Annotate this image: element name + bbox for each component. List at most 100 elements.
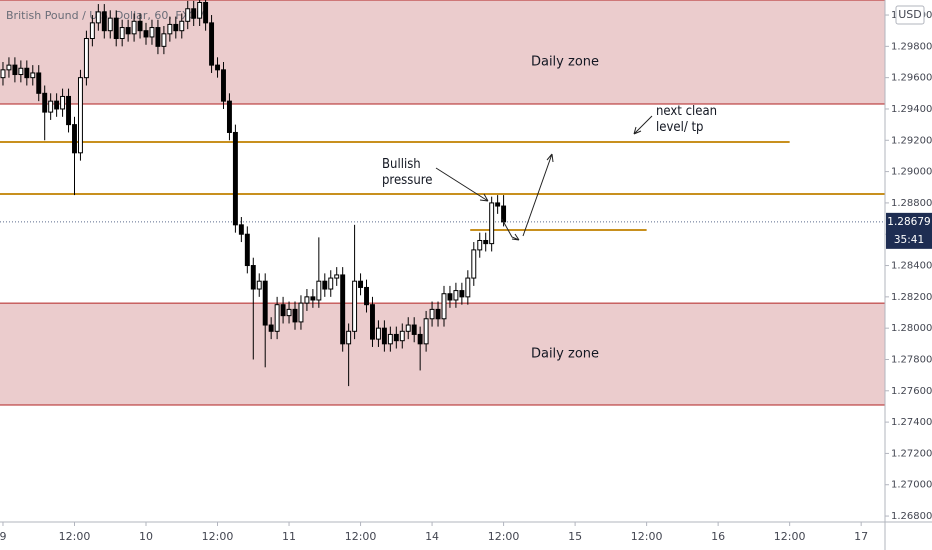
candle-body	[12, 64, 18, 76]
candle-body	[459, 290, 465, 298]
x-tick-label: 15	[568, 530, 582, 543]
candle-body	[155, 27, 161, 47]
candle-body	[24, 67, 30, 79]
candle-body	[423, 318, 429, 345]
levels	[0, 141, 885, 231]
candle-body	[429, 308, 435, 320]
candle-body	[364, 286, 369, 306]
arrow	[435, 167, 489, 202]
price-axis-bg	[885, 0, 932, 550]
candle-body	[328, 277, 334, 290]
candle-body	[221, 69, 226, 102]
candle-body	[113, 17, 119, 40]
candle-body	[95, 11, 101, 24]
candle-body	[405, 324, 411, 332]
candle-body	[286, 308, 292, 317]
x-tick-label: 16	[711, 530, 725, 543]
y-tick-label: 1.29200	[891, 135, 932, 146]
candle-body	[399, 330, 405, 342]
annotations: next clean level/ tp Bullish pressure	[382, 104, 717, 241]
candle-body	[477, 239, 483, 251]
candle-body	[72, 124, 77, 154]
candle-body	[316, 280, 322, 301]
annotation: next clean level/ tp	[656, 104, 717, 135]
candle-body	[48, 100, 54, 113]
candle-body	[77, 77, 83, 154]
candle-body	[262, 280, 268, 326]
candle-body	[101, 11, 107, 32]
candle-body	[6, 64, 12, 71]
y-tick-label: 1.27000	[891, 480, 932, 491]
candle-body	[179, 20, 185, 32]
candle-body	[244, 233, 250, 267]
countdown: 35:41	[894, 234, 924, 246]
candle-body	[203, 2, 209, 24]
candle-body	[292, 308, 298, 323]
y-tick-label: 1.27400	[891, 417, 932, 428]
candle-body	[268, 324, 274, 332]
annotation-line: pressure	[382, 173, 432, 188]
candle-body	[131, 20, 137, 35]
candle-body	[471, 249, 477, 279]
candle-body	[483, 239, 489, 245]
zone	[0, 0, 885, 104]
candle-body	[340, 274, 346, 345]
candle-body	[107, 17, 113, 32]
candle-body	[352, 280, 358, 332]
candle-body	[197, 2, 203, 19]
x-tick-label: 12:00	[774, 530, 806, 543]
x-tick-label: 12:00	[631, 530, 663, 543]
candle-body	[447, 293, 453, 301]
x-tick-label: 17	[854, 530, 868, 543]
y-tick-label: 1.28800	[891, 198, 932, 209]
candle-body	[83, 38, 89, 79]
candle-body	[411, 324, 417, 335]
candle-body	[185, 8, 191, 22]
last-price-label: 1.28679	[887, 216, 930, 228]
candle-body	[209, 22, 215, 66]
time-axis-bg	[0, 522, 932, 550]
candle-body	[280, 304, 286, 317]
candle-body	[54, 100, 60, 110]
candle-body	[161, 33, 167, 47]
candle-body	[119, 27, 125, 40]
x-tick-label: 11	[282, 530, 296, 543]
y-tick-label: 1.28400	[891, 261, 932, 272]
y-tick-label: 1.29000	[891, 167, 932, 178]
zone	[0, 303, 885, 406]
candle-body	[304, 296, 310, 304]
x-tick-label: 10	[139, 530, 153, 543]
candle-body	[238, 224, 244, 235]
y-tick-label: 1.27800	[891, 354, 932, 365]
candle-body	[465, 277, 471, 298]
candle-body	[435, 308, 441, 320]
candle-body	[441, 293, 447, 320]
candle-body	[387, 333, 393, 345]
candle-body	[489, 202, 495, 245]
candle-body	[370, 304, 375, 340]
x-tick-label: 12:00	[345, 530, 377, 543]
arrow	[501, 218, 520, 241]
candle-body	[381, 327, 387, 345]
arrows	[435, 115, 653, 241]
last-price: 1.28679 35:41	[886, 212, 932, 249]
y-tick-label: 1.28200	[891, 292, 932, 303]
candle-body	[36, 72, 42, 94]
y-tick-label: 1.26800	[891, 511, 932, 522]
candle-body	[167, 23, 173, 35]
candle-body	[30, 72, 36, 79]
zone-label: Daily zone	[531, 54, 599, 69]
zone-label: Daily zone	[531, 347, 599, 362]
candles	[0, 0, 507, 387]
y-tick-label: 1.29400	[891, 104, 932, 115]
candle-body	[89, 22, 95, 40]
candle-body	[346, 330, 352, 345]
annotation-line: level/ tp	[656, 120, 703, 135]
candle-body	[125, 27, 131, 35]
candle-body	[334, 274, 340, 279]
annotation-line: Bullish	[382, 157, 421, 172]
candle-body	[453, 290, 459, 301]
candle-body	[18, 67, 24, 76]
candle-body	[60, 95, 66, 110]
